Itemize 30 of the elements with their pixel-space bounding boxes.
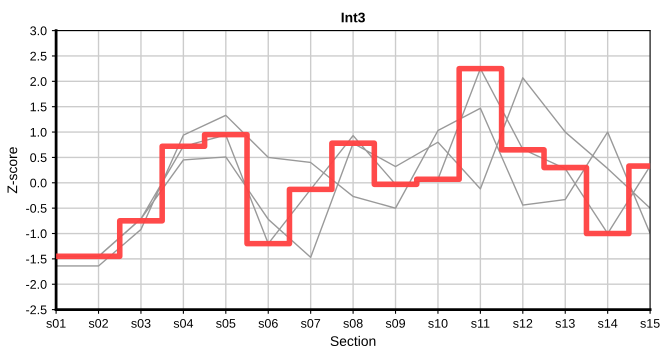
x-tick-label: s11 [471,319,490,328]
x-tick-label: s07 [300,318,320,328]
x-tick-label: s05 [216,318,236,328]
y-tick-label: -2.5 [26,305,47,314]
y-tick-label: -0.5 [26,204,47,213]
y-tick-label: 1.0 [30,128,47,137]
y-tick-label: 1.5 [30,102,47,112]
chart-title: Int3 [342,12,365,22]
x-tick-label: s04 [174,318,194,328]
x-tick-label: s06 [258,318,278,328]
y-tick-label: 0.5 [30,153,47,162]
x-tick-label: s12 [513,318,532,328]
x-tick-label: s10 [428,318,448,328]
x-tick-label: s01 [46,318,66,328]
x-tick-label: s02 [88,318,108,328]
y-axis-title: Z-score [8,147,18,194]
y-tick-label: -1.5 [26,254,47,264]
y-tick-label: 3.0 [30,26,47,36]
x-tick-label: s14 [598,319,618,328]
y-tick-label: -2.0 [26,280,47,289]
x-tick-label: s08 [343,318,363,328]
y-tick-label: 2.0 [30,77,47,86]
x-tick-label: s13 [556,318,575,328]
x-tick-label: s03 [131,318,150,328]
y-tick-label: 2.5 [30,52,47,61]
x-tick-label: s15 [640,319,660,328]
x-axis-title: Section [330,336,376,346]
x-tick-label: s09 [386,318,406,328]
y-tick-label: -1.0 [26,229,47,238]
y-tick-label: 0.0 [30,178,47,188]
